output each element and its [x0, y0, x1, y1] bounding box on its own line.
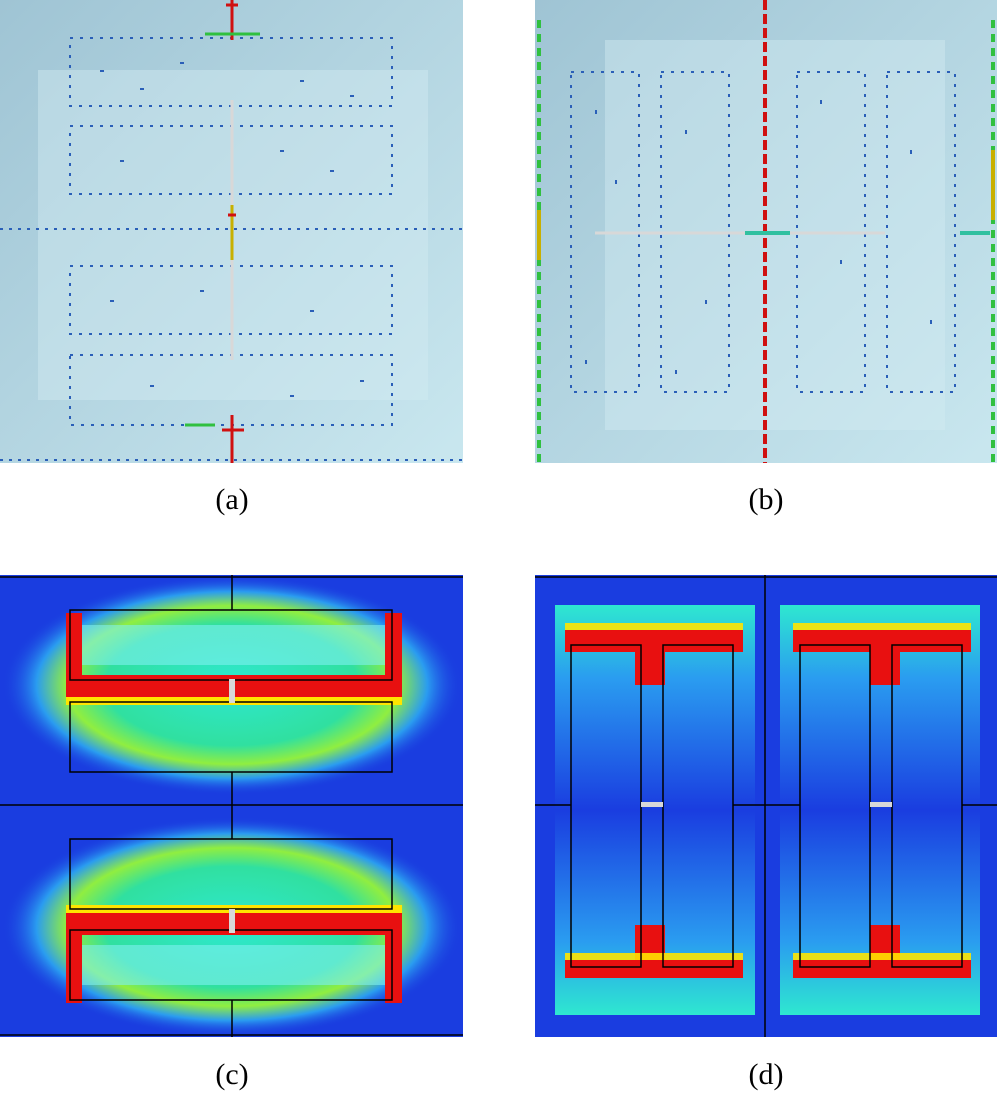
panel-a-feed-current-arrows [185, 0, 260, 463]
caption-c: (c) [215, 1058, 249, 1091]
panel-c-field-heatmap [0, 575, 463, 1037]
panel-c-svg [0, 575, 463, 1037]
panel-d-yellow-edges [565, 623, 971, 960]
panel-a-scattered-arrows [100, 62, 364, 397]
panel-d-feed-gap-left [641, 802, 663, 807]
panel-c-feed-gap-top [229, 679, 235, 703]
panel-b-svg [535, 0, 997, 463]
panel-c-feed-gap-bottom [229, 909, 235, 933]
panel-a-svg [0, 0, 463, 463]
panel-d-feed-gap-right [870, 802, 892, 807]
panel-b-patch-outlines [570, 71, 956, 393]
panel-b-scattered-arrows [585, 100, 932, 374]
panel-b-current-vectors [535, 0, 997, 463]
panel-b-feed-current-arrows [537, 0, 995, 463]
caption-b: (b) [748, 483, 784, 516]
caption-a: (a) [215, 483, 249, 516]
panel-d-field-heatmap [535, 575, 997, 1037]
caption-d: (d) [748, 1058, 784, 1091]
panel-d-hot-bands [565, 630, 971, 978]
panel-c-top-core [80, 625, 385, 665]
panel-a-current-vectors [0, 0, 463, 463]
panel-d-svg [535, 575, 997, 1037]
panel-c-bottom-core [80, 945, 385, 985]
